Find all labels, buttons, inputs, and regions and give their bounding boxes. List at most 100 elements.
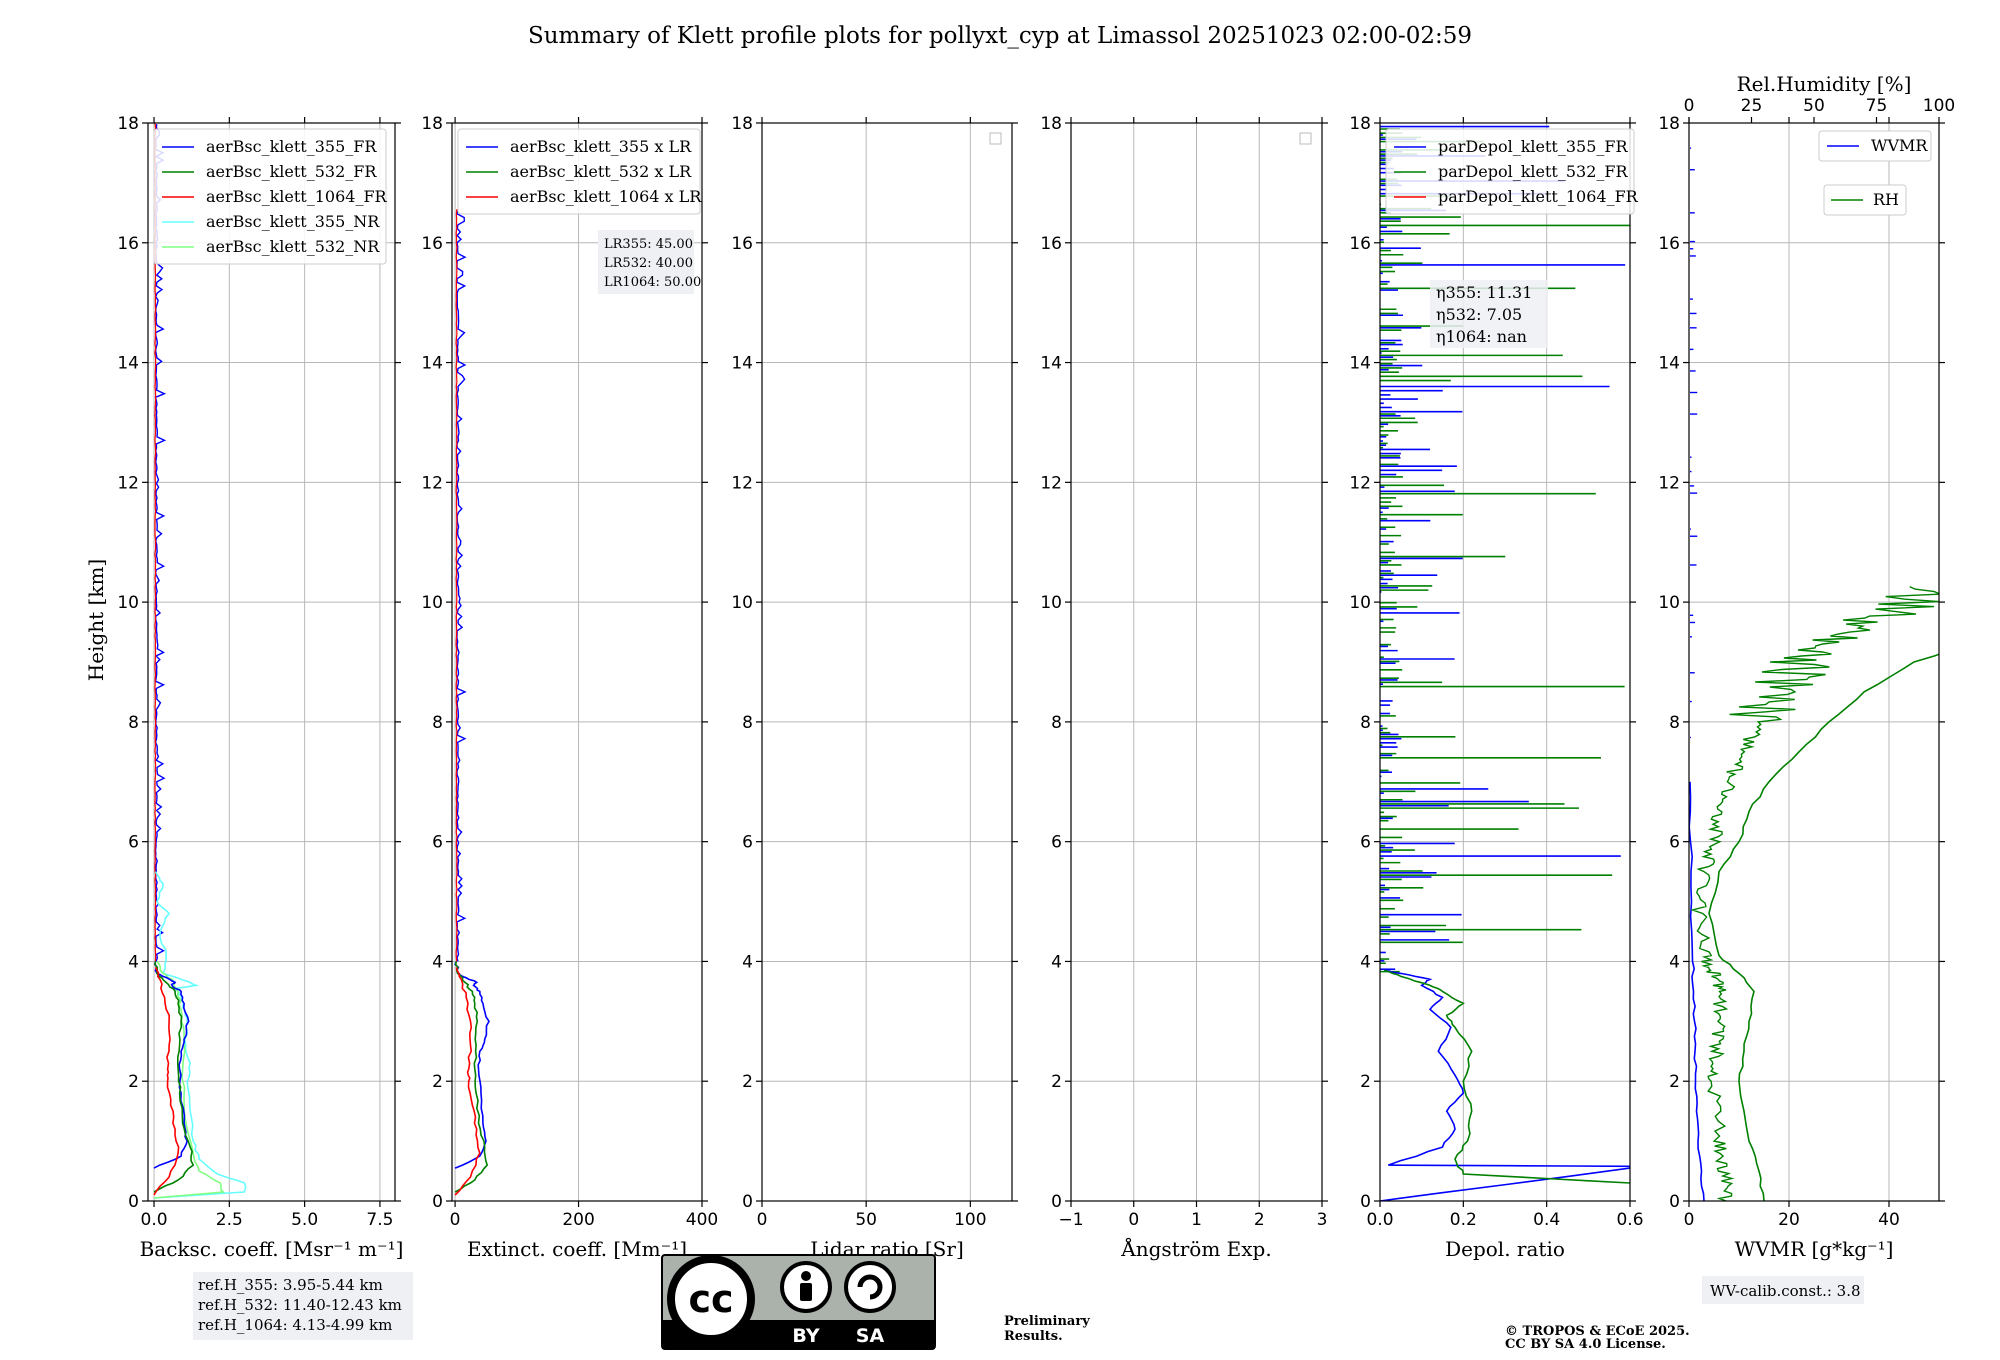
panel-backscatter: 0 2 4 6 8 10 12 14 16 18 0.0 2.5 5.0 7.5 Backsc. coeff… <box>117 114 403 1261</box>
ref-height-box: ref.H_355: 3.95-5.44 km ref.H_532: 11.40… <box>193 1272 413 1340</box>
annotation-box <box>598 230 694 294</box>
axes-frame <box>1379 122 1631 1202</box>
x-tick-label: 5.0 <box>291 1210 318 1230</box>
top-axis-label: Rel.Humidity [%] <box>1737 72 1912 96</box>
x-tick-label: 40 <box>1878 1210 1900 1230</box>
y-tick-label: 18 <box>731 114 753 134</box>
y-tick-label: 12 <box>1040 473 1062 493</box>
y-tick-label: 2 <box>742 1072 753 1092</box>
legend-label: aerBsc_klett_1064_FR <box>206 187 388 206</box>
x-tick-label: 0.4 <box>1533 1210 1560 1230</box>
top-x-tick-label: 75 <box>1866 96 1888 116</box>
y-tick-label: 16 <box>117 234 139 254</box>
x-axis-label: Extinct. coeff. [Mm⁻¹] <box>467 1237 687 1261</box>
y-tick-label: 8 <box>1360 713 1371 733</box>
y-tick-label: 14 <box>1349 354 1371 374</box>
y-tick-label: 14 <box>421 354 443 374</box>
ref-height-355: ref.H_355: 3.95-5.44 km <box>198 1276 383 1294</box>
y-tick-label: 4 <box>128 952 139 972</box>
y-tick-label: 2 <box>1669 1072 1680 1092</box>
legend-box <box>1823 184 1907 216</box>
y-tick-label: 8 <box>432 713 443 733</box>
top-x-tick-label: 0 <box>1684 96 1695 116</box>
lidar-ratio-annotation: LR355: 45.00 LR532: 40.00 LR1064: 50.00 <box>598 230 701 294</box>
series-line-aerBsc_klett_355_FR <box>153 961 190 1169</box>
y-tick-label: 12 <box>1349 473 1371 493</box>
legend-box <box>153 128 387 265</box>
axes-frame <box>1688 122 1940 1202</box>
x-tick-label: 7.5 <box>366 1210 393 1230</box>
y-tick-label: 8 <box>1051 713 1062 733</box>
y-tick-label: 18 <box>1658 114 1680 134</box>
series-line-parDepol_klett_532_FR <box>1383 969 1630 1184</box>
y-tick-label: 6 <box>432 833 443 853</box>
legend-label: aerBsc_klett_532_NR <box>206 237 380 256</box>
annotation-line: LR1064: 50.00 <box>604 275 701 290</box>
legend-label: parDepol_klett_355_FR <box>1438 137 1629 156</box>
x-tick-label: 2 <box>1254 1210 1265 1230</box>
legend-wvmr: WVMR <box>1818 130 1932 162</box>
legend-label: aerBsc_klett_532 x LR <box>510 162 692 181</box>
x-tick-label: 20 <box>1778 1210 1800 1230</box>
y-tick-label: 10 <box>1658 593 1680 613</box>
preliminary-note: Preliminary Results. <box>1004 1314 1090 1344</box>
cc-text: cc <box>688 1277 733 1321</box>
x-tick-label: 400 <box>686 1210 718 1230</box>
y-tick-label: 8 <box>1669 713 1680 733</box>
x-tick-label: −1 <box>1058 1210 1083 1230</box>
y-tick-label: 12 <box>1658 473 1680 493</box>
legend: parDepol_klett_355_FR parDepol_klett_532_… <box>1385 128 1639 215</box>
legend-label: RH <box>1873 190 1899 209</box>
y-tick-label: 6 <box>1051 833 1062 853</box>
x-tick-label: 0.0 <box>141 1210 168 1230</box>
y-tick-label: 16 <box>1349 234 1371 254</box>
top-x-tick-label: 50 <box>1803 96 1825 116</box>
x-tick-label: 1 <box>1191 1210 1202 1230</box>
by-head-icon <box>801 1271 811 1281</box>
x-axis-label: Backsc. coeff. [Msr⁻¹ m⁻¹] <box>140 1237 404 1261</box>
x-tick-label: 0 <box>1128 1210 1139 1230</box>
x-tick-label: 0.2 <box>1450 1210 1477 1230</box>
annotation-line: η532: 7.05 <box>1436 305 1522 324</box>
y-tick-label: 16 <box>1658 234 1680 254</box>
y-tick-label: 14 <box>1040 354 1062 374</box>
series-line-aerBsc_klett_532 x LR <box>454 961 489 1193</box>
y-tick-label: 12 <box>117 473 139 493</box>
y-tick-label: 10 <box>1349 593 1371 613</box>
eta-annotation: η355: 11.31 η532: 7.05 η1064: nan <box>1430 280 1548 348</box>
cc-circle-icon <box>667 1255 755 1343</box>
empty-legend-icon <box>1299 132 1312 145</box>
sa-arrow-icon <box>857 1274 883 1300</box>
y-tick-label: 18 <box>117 114 139 134</box>
y-tick-label: 2 <box>128 1072 139 1092</box>
y-tick-label: 4 <box>742 952 753 972</box>
axes-frame <box>147 122 396 1202</box>
annotation-line: η1064: nan <box>1436 327 1527 346</box>
x-axis-label: Ångström Exp. <box>1120 1236 1271 1261</box>
cc-by-sa-logo: cc BY SA <box>661 1254 936 1350</box>
x-tick-label: 0 <box>757 1210 768 1230</box>
x-tick-label: 0 <box>450 1210 461 1230</box>
y-tick-label: 6 <box>1360 833 1371 853</box>
y-tick-label: 14 <box>117 354 139 374</box>
calib-annotation: WV-calib.const.: 3.8 <box>1702 1276 1864 1304</box>
series-line-aerBsc_klett_1064 x LR <box>454 967 481 1196</box>
data-layer <box>1689 147 1939 1201</box>
y-tick-label: 18 <box>1040 114 1062 134</box>
annotation-box <box>1702 1276 1864 1304</box>
series-line-RH <box>1708 653 1939 1201</box>
legend-label: WVMR <box>1871 136 1928 155</box>
series-line-aerBsc_klett_355 x LR <box>454 961 490 1169</box>
axes-frame <box>451 122 703 1202</box>
legend-label: parDepol_klett_532_FR <box>1438 162 1629 181</box>
y-tick-label: 8 <box>742 713 753 733</box>
x-axis-label: WVMR [g*kg⁻¹] <box>1735 1237 1894 1261</box>
y-tick-label: 12 <box>731 473 753 493</box>
y-tick-label: 0 <box>432 1192 443 1212</box>
y-tick-label: 14 <box>731 354 753 374</box>
legend-box <box>1818 130 1932 162</box>
